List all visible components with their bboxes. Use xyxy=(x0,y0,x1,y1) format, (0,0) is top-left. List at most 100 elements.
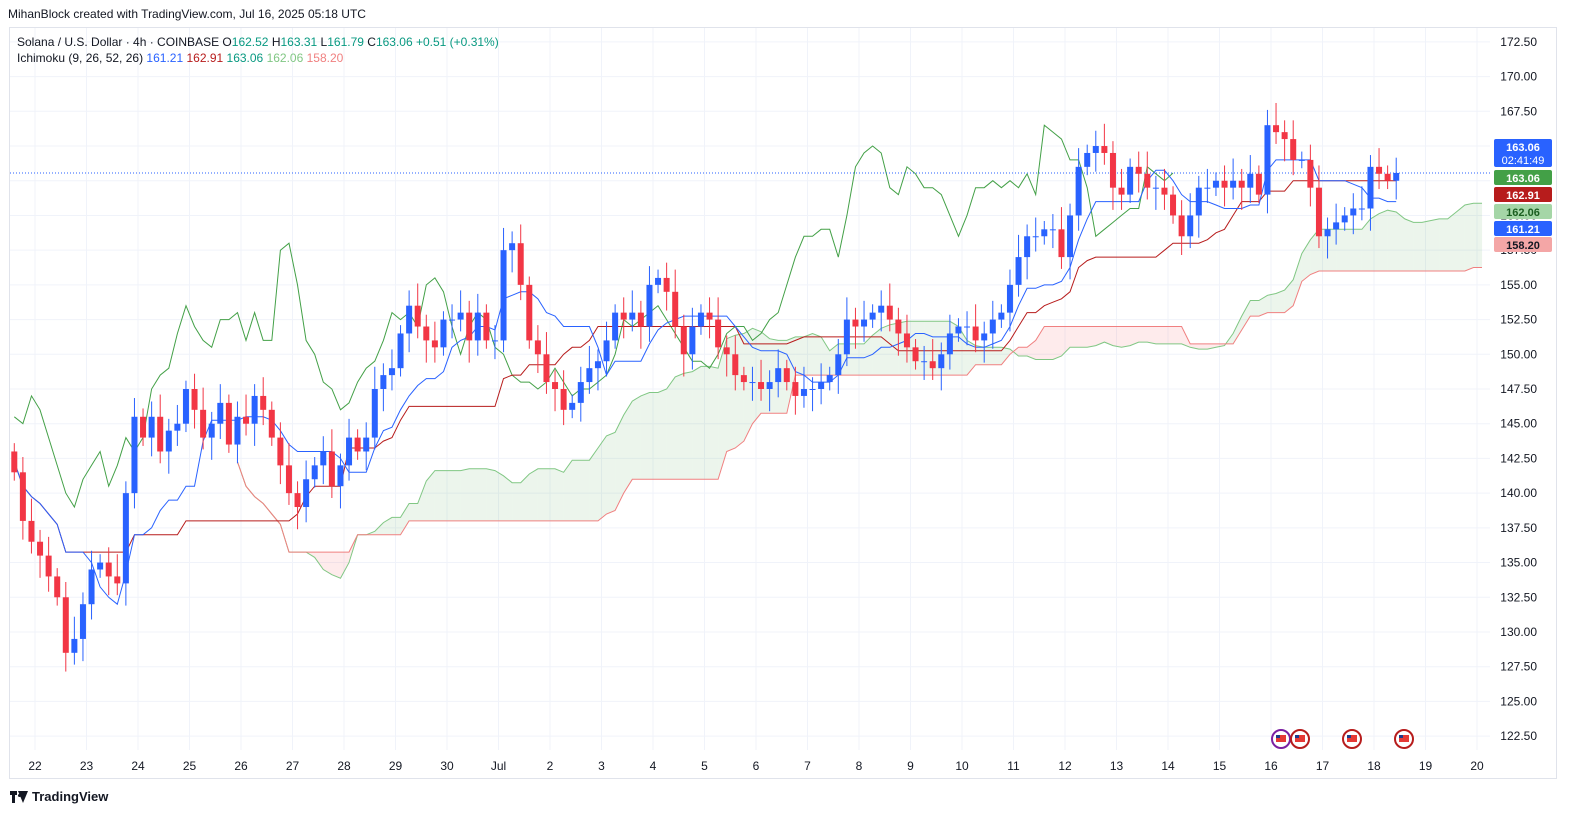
chart-frame[interactable] xyxy=(9,27,1557,779)
price-tick-label: 172.50 xyxy=(1500,35,1537,49)
time-tick-label: 18 xyxy=(1367,759,1381,773)
flag-canton xyxy=(1347,735,1351,738)
cloud-segment xyxy=(1361,218,1371,271)
flag-stripes xyxy=(1295,735,1305,742)
candle-body xyxy=(97,562,104,570)
cloud-segment xyxy=(374,522,384,535)
candle-body xyxy=(1393,172,1400,181)
candle-body xyxy=(929,361,936,369)
cloud-segment xyxy=(1104,326,1113,346)
time-tick-label: 8 xyxy=(856,759,863,773)
candle-body xyxy=(371,389,378,438)
candle-body xyxy=(783,368,790,383)
candle-body xyxy=(1315,187,1322,237)
candle-body xyxy=(148,416,155,438)
candle-body xyxy=(637,312,644,327)
cloud-segment xyxy=(812,333,822,376)
indicator-value-chikou: 163.06 xyxy=(226,51,264,65)
cloud-segment xyxy=(1027,340,1036,360)
price-badge xyxy=(1494,187,1552,202)
cloud-segment xyxy=(400,503,410,535)
cloud-segment xyxy=(872,328,882,376)
candle-body xyxy=(140,416,147,438)
cloud-segment xyxy=(1241,300,1251,330)
candle-body xyxy=(509,243,516,251)
time-tick-label: 20 xyxy=(1470,759,1484,773)
cloud-segment xyxy=(1396,211,1405,271)
price-tick-label: 125.00 xyxy=(1500,694,1537,708)
price-tick-label: 127.50 xyxy=(1500,660,1537,674)
cloud-segment xyxy=(1087,326,1096,348)
economic-events xyxy=(1271,729,1414,749)
cloud-segment xyxy=(967,340,976,376)
candle-body xyxy=(646,284,653,327)
time-tick-label: 17 xyxy=(1316,759,1330,773)
candle-body xyxy=(45,555,52,577)
cloud-segment xyxy=(1336,229,1345,271)
cloud-segment xyxy=(1439,218,1448,271)
price-badges: 163.0602:41:49163.06162.91162.06161.2115… xyxy=(1494,139,1552,252)
candle-body xyxy=(337,465,344,487)
candle-body xyxy=(285,465,292,494)
candle-body xyxy=(397,333,404,369)
cloud-segment xyxy=(1147,326,1156,344)
indicator-value-kijun: 162.91 xyxy=(186,51,224,65)
candle-body xyxy=(466,312,473,341)
candle-body xyxy=(1247,173,1254,188)
candle-body xyxy=(1041,229,1048,237)
candle-body xyxy=(1161,187,1168,195)
cloud-segment xyxy=(881,324,890,376)
price-tick-label: 132.50 xyxy=(1500,590,1537,604)
candle-body xyxy=(251,395,258,424)
candle-body xyxy=(105,562,112,577)
symbol-title[interactable]: Solana / U.S. Dollar · 4h · COINBASE xyxy=(17,35,220,49)
candle-body xyxy=(955,326,962,334)
tradingview-brand[interactable]: TradingView xyxy=(10,789,108,804)
candle-body xyxy=(294,493,301,508)
cloud-segment xyxy=(649,392,659,480)
time-tick-label: 14 xyxy=(1161,759,1175,773)
candle-body xyxy=(243,416,250,424)
cloud-segment xyxy=(443,470,453,521)
indicator-value-span-b: 158.20 xyxy=(306,51,344,65)
ichimoku-lines xyxy=(10,124,1490,606)
legend-symbol-row: Solana / U.S. Dollar · 4h · COINBASE O16… xyxy=(17,34,499,50)
time-tick-label: 3 xyxy=(598,759,605,773)
candle-body xyxy=(380,375,387,389)
candle-body xyxy=(552,382,559,389)
price-badge xyxy=(1494,237,1552,252)
cloud-segment xyxy=(589,448,598,521)
candle-body xyxy=(406,305,413,334)
candle-body xyxy=(431,340,438,348)
candle-body xyxy=(1273,125,1280,133)
cloud-segment xyxy=(494,470,504,521)
senkou-span-b-line xyxy=(237,267,1482,553)
candle-body xyxy=(1084,152,1091,167)
candle-body xyxy=(37,541,44,556)
candle-body xyxy=(88,569,95,605)
candle-body xyxy=(766,382,773,389)
time-tick-label: 22 xyxy=(28,759,42,773)
candle-body xyxy=(1024,236,1031,258)
time-tick-label: 5 xyxy=(701,759,708,773)
cloud-segment xyxy=(1421,220,1431,271)
cloud-segment xyxy=(752,328,762,424)
candle-body xyxy=(1075,166,1082,216)
candle-body xyxy=(1187,215,1194,237)
cloud-segment xyxy=(1258,295,1268,317)
time-tick-label: 9 xyxy=(907,759,914,773)
price-badge-label: 158.20 xyxy=(1506,240,1540,252)
price-badge xyxy=(1494,221,1552,236)
candle-body xyxy=(1152,187,1159,189)
indicator-title[interactable]: Ichimoku (9, 26, 52, 26) xyxy=(17,51,144,65)
time-tick-label: 6 xyxy=(753,759,760,773)
cloud-segment xyxy=(546,468,556,521)
candle-body xyxy=(577,382,584,403)
grid xyxy=(10,28,1490,750)
candle-body xyxy=(414,305,421,327)
candle-body xyxy=(663,277,670,292)
candle-body xyxy=(1178,215,1185,237)
candle-body xyxy=(234,416,241,445)
cloud-segment xyxy=(512,482,521,521)
